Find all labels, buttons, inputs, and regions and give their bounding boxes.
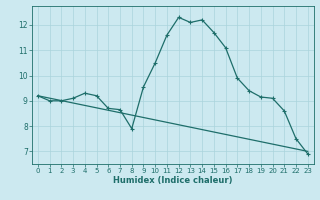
X-axis label: Humidex (Indice chaleur): Humidex (Indice chaleur) — [113, 176, 233, 185]
